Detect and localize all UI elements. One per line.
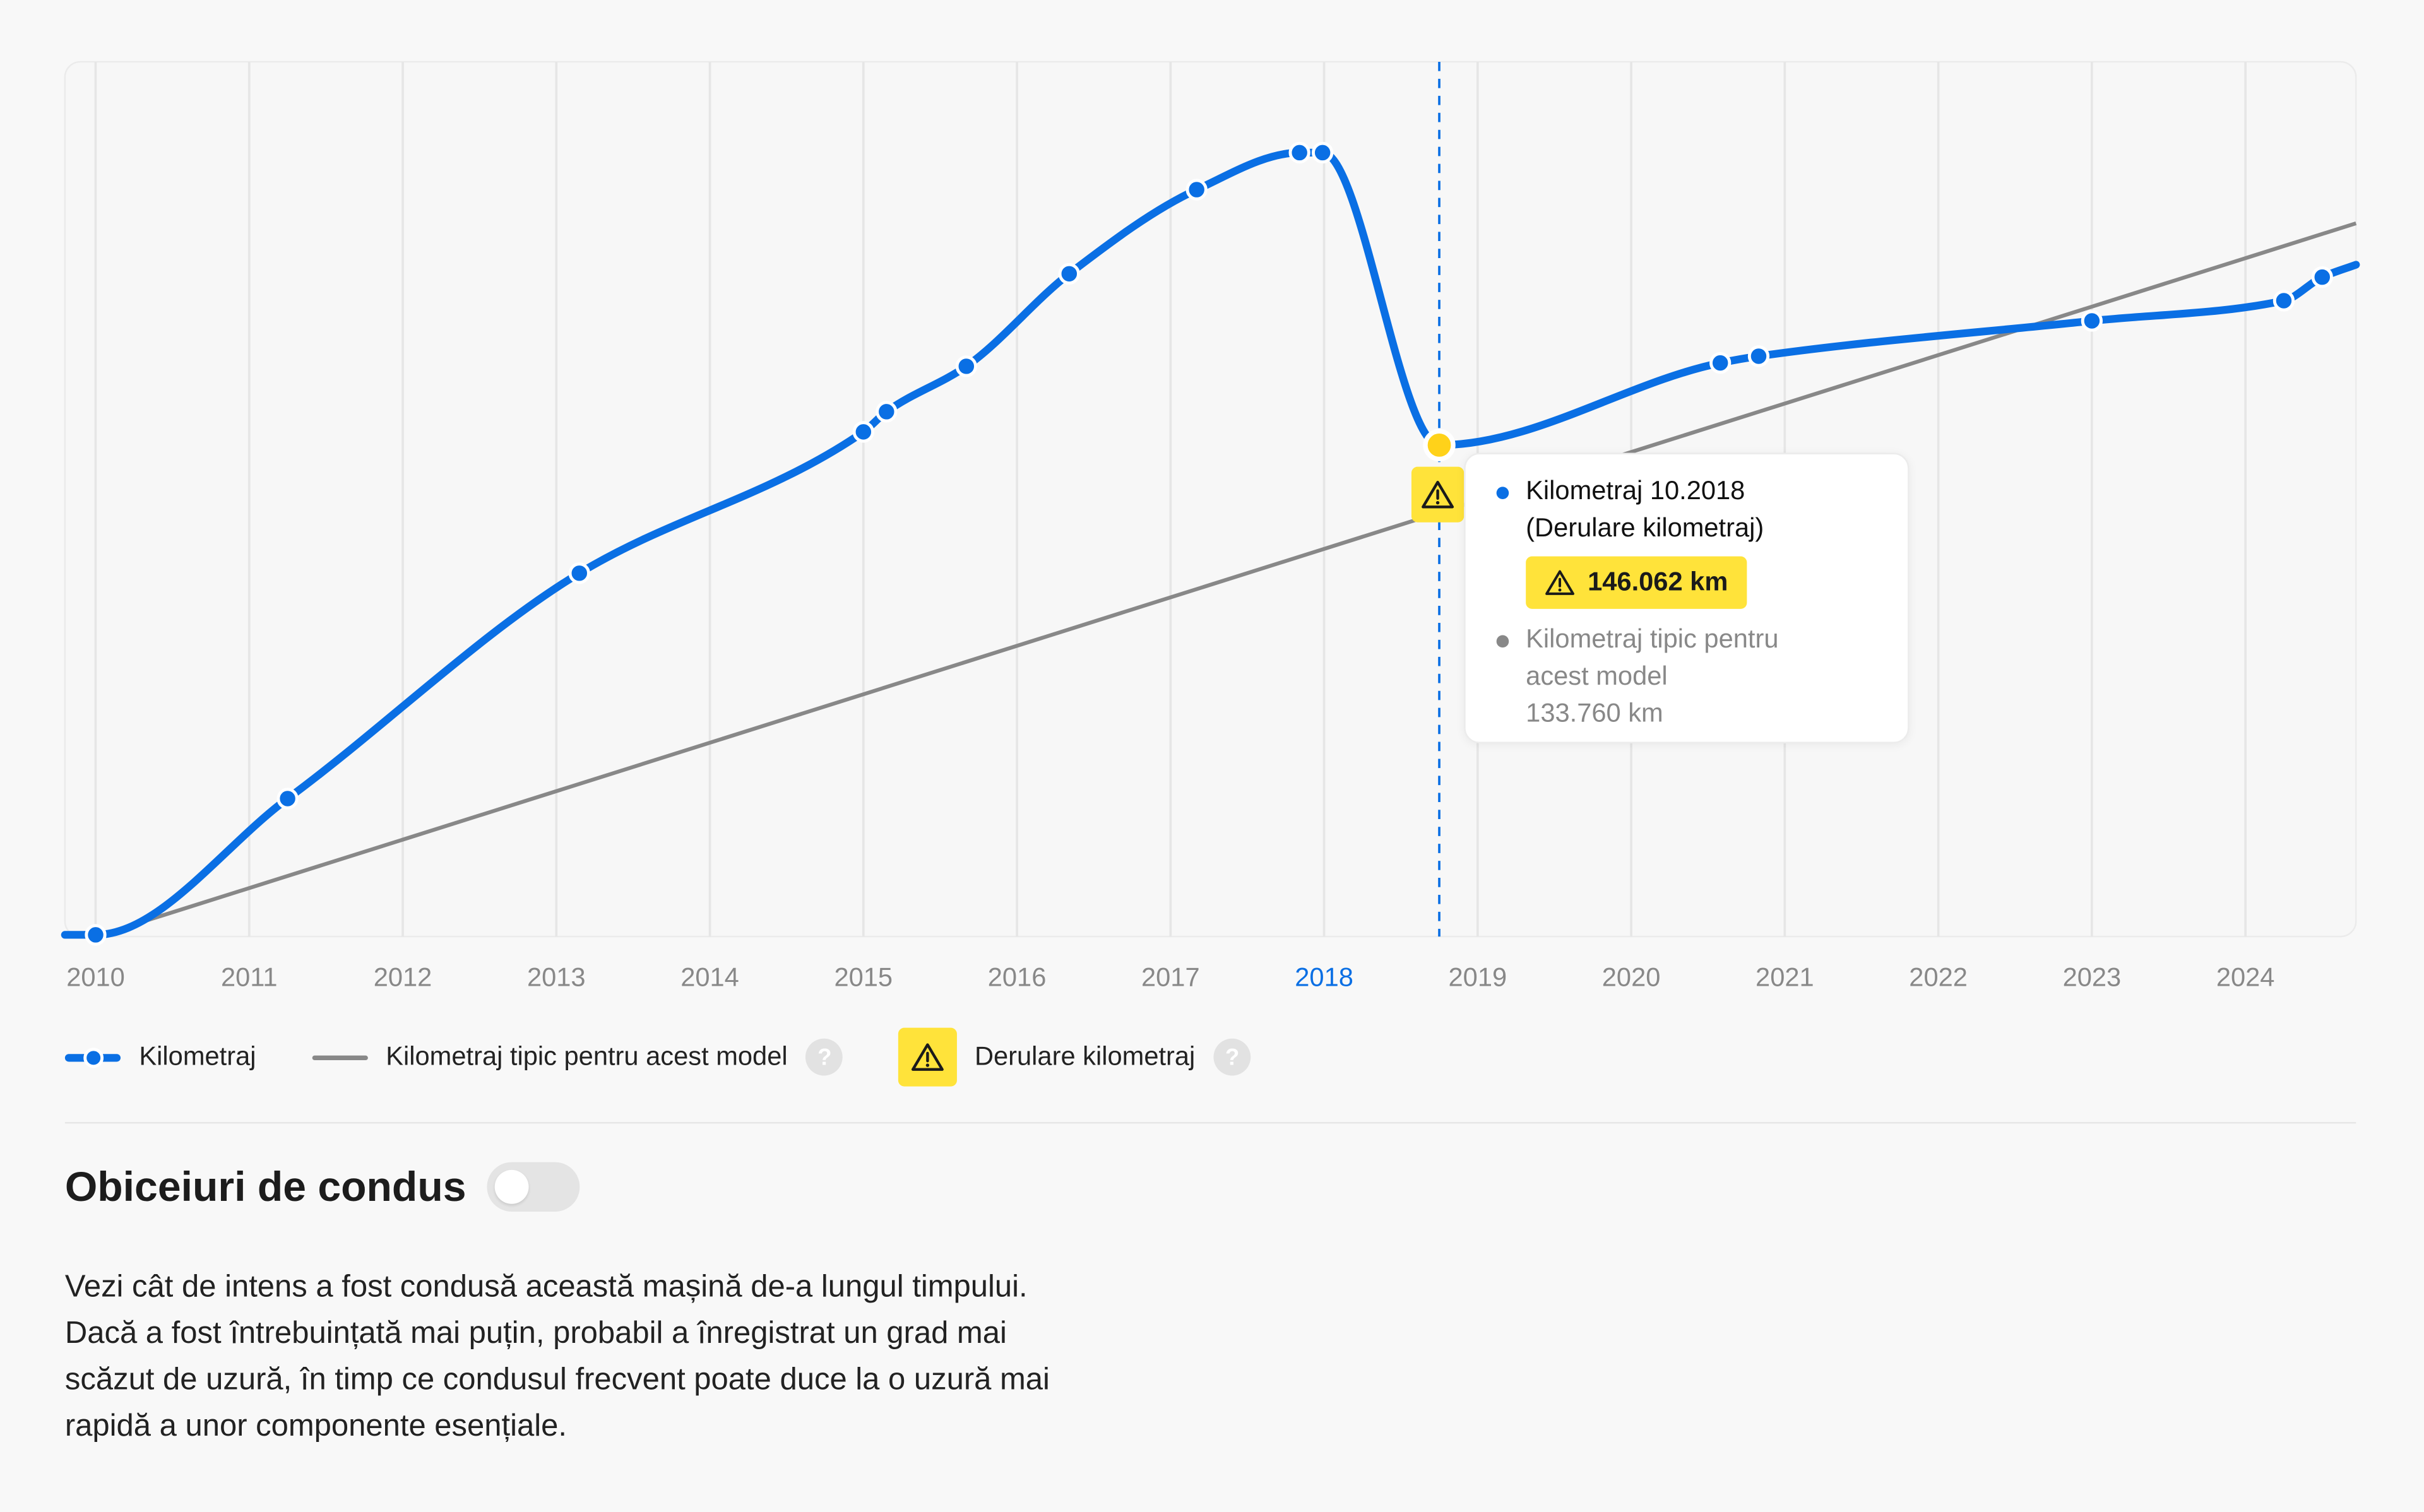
typical-mileage-line [95, 221, 2357, 939]
x-axis-ticks: 2010 2011 2012 2013 2014 2015 2016 2017 2018 2019… [66, 962, 2274, 991]
x-tick-label: 2019 [1449, 962, 1507, 991]
mileage-point[interactable] [85, 924, 107, 946]
tooltip-value: 146.062 km [1588, 567, 1728, 597]
section-description: Vezi cât de intens a fost condusă aceast… [65, 1264, 1209, 1450]
x-tick-label: 2022 [1909, 962, 1968, 991]
x-tick-label: 2011 [221, 962, 278, 991]
mileage-point[interactable] [1709, 351, 1732, 374]
legend-label-mileage: Kilometraj [139, 1041, 256, 1072]
x-tick-label: 2021 [1756, 962, 1814, 991]
legend-item-rollback: Derulare kilometraj ? [898, 1027, 1251, 1087]
mileage-point[interactable] [955, 355, 977, 377]
mileage-point[interactable] [1288, 141, 1310, 164]
warning-triangle-icon [1545, 570, 1574, 595]
tooltip-typical-label-1: Kilometraj tipic pentru [1526, 624, 1779, 654]
chart-legend: Kilometraj Kilometraj tipic pentru acest… [64, 1027, 1282, 1087]
mileage-point[interactable] [2272, 290, 2295, 312]
tooltip-typical-entry: Kilometraj tipic pentru acest model 133.… [1496, 621, 1883, 732]
description-line: Vezi cât de intens a fost condusă aceast… [64, 1270, 1028, 1304]
mileage-point[interactable] [1185, 179, 1208, 201]
section-divider [64, 1121, 2356, 1124]
section-title: Obiceiuri de condus [64, 1162, 466, 1210]
driving-habits-header: Obiceiuri de condus [65, 1162, 579, 1212]
grid-lines [94, 61, 2247, 937]
tooltip-value-badge: 146.062 km [1526, 556, 1747, 609]
legend-swatch-mileage [64, 1042, 121, 1073]
tooltip-subtitle: (Derulare kilometraj) [1526, 513, 1764, 543]
tooltip-typical-value: 133.760 km [1526, 698, 1663, 728]
x-tick-label: 2012 [374, 962, 432, 991]
mileage-point[interactable] [2081, 310, 2103, 332]
x-tick-label: 2010 [66, 962, 125, 991]
x-tick-label: 2013 [527, 962, 586, 991]
x-tick-label: 2020 [1602, 962, 1661, 991]
driving-habits-toggle[interactable] [486, 1162, 579, 1212]
mileage-point[interactable] [2311, 266, 2333, 288]
mileage-point[interactable] [1058, 263, 1080, 285]
typical-line-segment [95, 221, 2357, 939]
x-tick-label: 2023 [2063, 962, 2122, 991]
chart-tooltip: Kilometraj 10.2018 (Derulare kilometraj)… [1464, 452, 1910, 743]
tooltip-title: Kilometraj 10.2018 [1526, 476, 1745, 505]
mileage-point[interactable] [876, 401, 898, 423]
legend-swatch-typical [311, 1054, 367, 1060]
x-tick-label: 2017 [1141, 962, 1200, 991]
legend-item-typical: Kilometraj tipic pentru acest model ? [311, 1038, 843, 1076]
plot-area [64, 61, 2357, 938]
warning-triangle-icon [1422, 480, 1454, 509]
x-tick-label: 2018 [1295, 962, 1353, 991]
legend-item-mileage: Kilometraj [64, 1041, 256, 1073]
toggle-knob [494, 1169, 528, 1204]
question-mark-icon[interactable]: ? [1213, 1038, 1251, 1076]
mileage-point[interactable] [276, 788, 299, 810]
x-tick-label: 2014 [680, 962, 739, 991]
rollback-warning-marker[interactable] [1411, 466, 1464, 523]
mileage-chart: 2010 2011 2012 2013 2014 2015 2016 2017 2018 2019… [61, 61, 2360, 991]
mileage-line [61, 148, 2360, 939]
mileage-line-path [61, 148, 2360, 939]
description-line: Dacă a fost întrebuințată mai puțin, pro… [64, 1316, 1007, 1351]
tooltip-mileage-entry: Kilometraj 10.2018 (Derulare kilometraj)… [1496, 473, 1883, 609]
tooltip-dot-typical [1496, 635, 1509, 648]
description-line: rapidă a unor componente esențiale. [64, 1409, 567, 1444]
mileage-point[interactable] [1747, 345, 1770, 367]
legend-swatch-rollback [898, 1027, 958, 1087]
x-tick-label: 2015 [834, 962, 893, 991]
mileage-point[interactable] [1312, 141, 1334, 164]
warning-triangle-icon [912, 1043, 944, 1071]
tooltip-typical-label-2: acest model [1526, 661, 1668, 691]
mileage-point[interactable] [568, 562, 590, 584]
tooltip-dot-mileage [1496, 487, 1509, 500]
x-tick-label: 2024 [2216, 962, 2275, 991]
rollback-point-marker[interactable] [1423, 428, 1456, 462]
rollback-point[interactable] [1423, 428, 1456, 462]
question-mark-icon[interactable]: ? [806, 1038, 843, 1076]
legend-label-rollback: Derulare kilometraj [974, 1041, 1196, 1072]
description-line: scăzut de uzură, în timp ce condusul fre… [64, 1363, 1050, 1397]
x-tick-label: 2016 [988, 962, 1047, 991]
mileage-point[interactable] [852, 421, 874, 443]
legend-label-typical: Kilometraj tipic pentru acest model [386, 1041, 788, 1072]
mileage-points[interactable] [85, 141, 2333, 946]
